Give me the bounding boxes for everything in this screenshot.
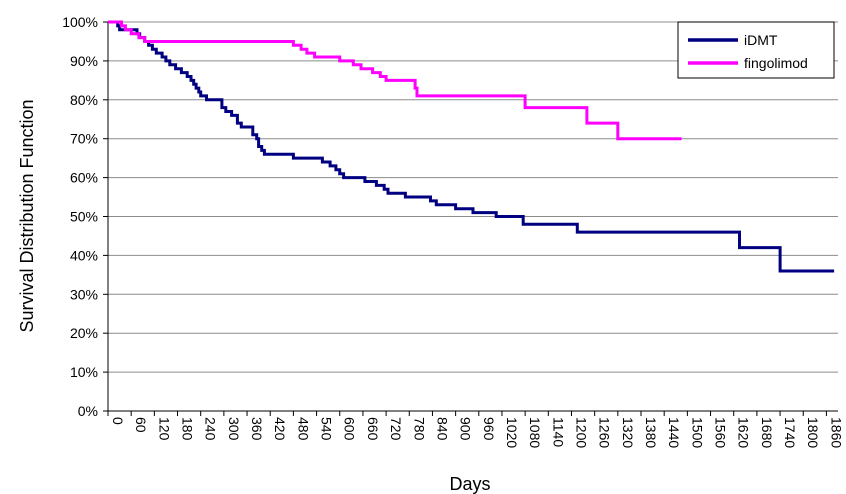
- x-tick-label: 960: [481, 417, 497, 441]
- x-tick-label: 60: [133, 417, 149, 433]
- x-tick-label: 240: [203, 417, 219, 441]
- legend: iDMT fingolimod: [677, 21, 835, 79]
- x-tick-label: 480: [295, 417, 311, 441]
- x-tick-label: 1380: [643, 417, 659, 448]
- x-tick-label: 540: [319, 417, 335, 441]
- series-line-fingolimod: [108, 20, 682, 141]
- x-tick-label: 1140: [550, 417, 566, 447]
- x-tick-label: 1860: [828, 417, 844, 448]
- legend-box: [677, 21, 835, 79]
- x-tick-label: 1500: [689, 417, 705, 448]
- x-tick-label: 1440: [666, 417, 682, 448]
- x-tick-label: 1320: [620, 417, 636, 448]
- x-axis-title: Days: [449, 474, 490, 494]
- x-tick-label: 420: [272, 417, 288, 441]
- series-lines: [108, 20, 835, 273]
- y-tick-label: 20%: [70, 325, 98, 341]
- x-tick-label: 780: [411, 417, 427, 441]
- x-tick-label: 1260: [597, 417, 613, 448]
- y-axis-title: Survival Distribution Function: [17, 99, 37, 332]
- y-tick-label: 10%: [70, 364, 98, 380]
- x-tick-label: 1080: [527, 417, 543, 448]
- y-tick-label: 90%: [70, 53, 98, 69]
- y-tick-labels: 0% 10% 20% 30% 40% 50% 60% 70% 80% 90% 100%: [62, 14, 98, 419]
- x-tick-label: 180: [180, 417, 196, 441]
- axes: [103, 21, 838, 416]
- y-tick-label: 40%: [70, 247, 98, 263]
- x-tick-label: 1800: [805, 417, 821, 448]
- x-tick-label: 1200: [573, 417, 589, 448]
- x-tick-label: 120: [156, 417, 172, 441]
- x-tick-label: 360: [249, 417, 265, 441]
- y-tick-label: 50%: [70, 209, 98, 225]
- x-tick-label: 0: [110, 417, 126, 425]
- x-tick-label: 600: [342, 417, 358, 441]
- x-tick-label: 1680: [759, 417, 775, 448]
- x-tick-label: 720: [388, 417, 404, 441]
- x-tick-label: 1620: [736, 417, 752, 448]
- x-tick-label: 1740: [782, 417, 798, 448]
- x-tick-label: 1020: [504, 417, 520, 448]
- legend-label-idmt: iDMT: [744, 32, 778, 48]
- x-tick-labels: 0 60 120 180 240 300 360 420 480 540 600 660 720 780 8…: [110, 417, 844, 448]
- legend-label-fingolimod: fingolimod: [744, 55, 808, 71]
- y-tick-label: 60%: [70, 170, 98, 186]
- x-tick-label: 900: [458, 417, 474, 441]
- y-tick-label: 0%: [78, 403, 98, 419]
- x-tick-label: 1560: [713, 417, 729, 448]
- x-tick-label: 840: [434, 417, 450, 441]
- x-tick-label: 300: [226, 417, 242, 441]
- series-line-idmt: [108, 20, 835, 273]
- y-tick-label: 30%: [70, 286, 98, 302]
- x-tick-label: 660: [365, 417, 381, 441]
- y-tick-label: 80%: [70, 92, 98, 108]
- y-tick-label: 70%: [70, 131, 98, 147]
- y-tick-label: 100%: [62, 14, 98, 30]
